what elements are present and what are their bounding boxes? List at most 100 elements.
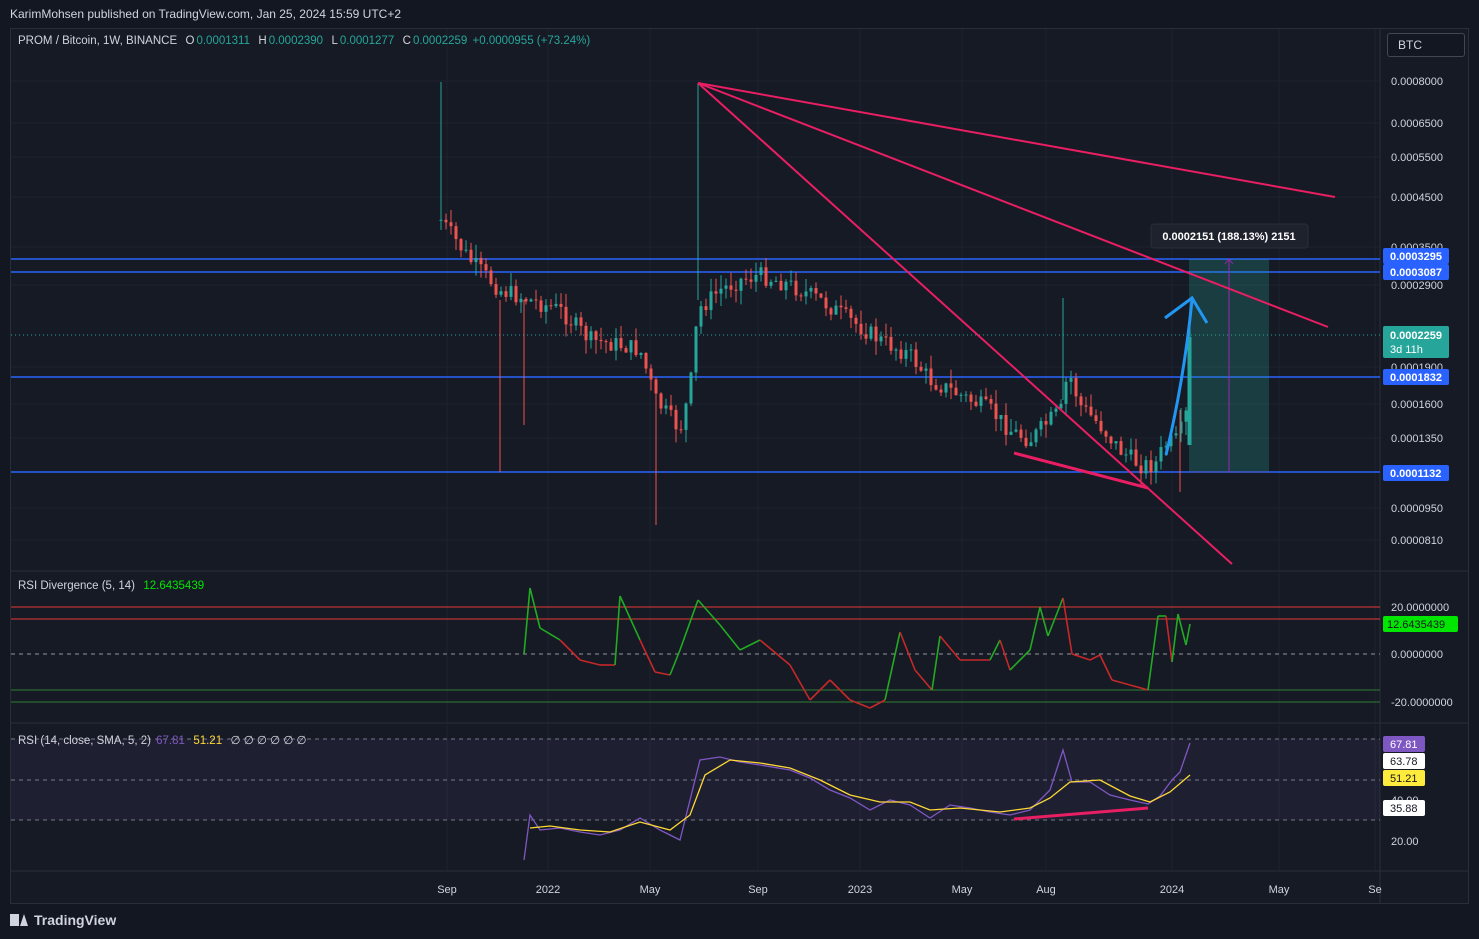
chart-frame[interactable] xyxy=(10,28,1469,904)
rsi-divergence-line[interactable] xyxy=(523,587,1191,709)
candle-body xyxy=(749,279,753,282)
rsi-divergence-segment xyxy=(1111,679,1131,686)
candle-body xyxy=(589,331,593,341)
candle-body xyxy=(1069,378,1073,382)
rsi-legend[interactable]: RSI (14, close, SMA, 5, 2) 67.81 51.21 ∅… xyxy=(18,733,309,747)
candle-body xyxy=(984,396,988,400)
current-price-badge xyxy=(1383,326,1449,358)
rsi-badge-text: 63.78 xyxy=(1390,756,1418,768)
rsi-divergence-segment xyxy=(523,587,531,655)
rsi-divergence-segment xyxy=(989,639,1001,661)
trendline-upper[interactable] xyxy=(697,82,1336,198)
candle-body xyxy=(579,317,583,326)
candle-body xyxy=(819,293,823,298)
rsi-badge-text: 35.88 xyxy=(1390,803,1418,815)
symbol-label[interactable]: PROM / Bitcoin, 1W, BINANCE xyxy=(18,35,178,47)
rsi-divergence-segment xyxy=(1185,623,1191,646)
time-tick: Sep xyxy=(748,884,768,896)
rsi-divergence-segment xyxy=(1147,615,1159,691)
candle-body xyxy=(609,342,613,351)
candle-body xyxy=(569,324,573,326)
candle-body xyxy=(634,340,638,355)
rsi-divergence-segment xyxy=(1071,653,1091,661)
candle-body xyxy=(1164,446,1168,448)
candle-body xyxy=(529,299,533,302)
candle-body xyxy=(884,336,888,338)
price-badges: 0.0003295 0.0003087 0.0001832 0.0001132 xyxy=(1383,248,1449,481)
rsi-divergence-legend[interactable]: RSI Divergence (5, 14) 12.6435439 xyxy=(18,580,206,592)
published-info: KarimMohsen published on TradingView.com… xyxy=(10,7,402,21)
rsi-divergence-segment xyxy=(579,659,601,666)
trendline-lower[interactable] xyxy=(697,82,1233,565)
candle-body xyxy=(1064,381,1068,404)
rsi-divergence-segment xyxy=(619,595,641,641)
trendline-middle[interactable] xyxy=(697,82,1329,328)
candle-body xyxy=(664,405,668,409)
candle-body xyxy=(909,349,913,351)
rsi-div-axis: 20.0000000 0.0000000 -20.0000000 xyxy=(1391,602,1453,709)
candle-body xyxy=(494,284,498,295)
candle-body xyxy=(1049,411,1053,425)
candle-body xyxy=(639,353,643,355)
projection-arrowhead xyxy=(1164,295,1209,324)
candle-body xyxy=(684,403,688,430)
candlestick-series[interactable] xyxy=(439,82,1192,525)
candle-body xyxy=(839,305,843,308)
candle-body xyxy=(1089,406,1093,416)
level-badge-text: 0.0003295 xyxy=(1390,251,1442,263)
time-tick: May xyxy=(952,884,973,896)
candle-body xyxy=(769,281,773,286)
time-tick: Se xyxy=(1368,884,1381,896)
candle-body xyxy=(734,289,738,291)
measure-arrowhead xyxy=(1224,258,1234,265)
candle-body xyxy=(744,278,748,280)
candle-body xyxy=(479,257,483,265)
candle-body xyxy=(564,306,568,325)
candle-body xyxy=(549,305,553,307)
candle-body xyxy=(714,291,718,294)
candle-body xyxy=(794,280,798,296)
open-value: 0.0001311 xyxy=(196,35,250,47)
rsi-title[interactable]: RSI (14, close, SMA, 5, 2) xyxy=(18,735,151,747)
time-tick: 2023 xyxy=(848,884,872,896)
candle-body xyxy=(1044,421,1048,425)
currency-button[interactable]: BTC xyxy=(1387,33,1465,57)
rsi-divergence-segment xyxy=(1062,597,1073,655)
candle-body xyxy=(1034,429,1038,443)
candle-body xyxy=(644,353,648,369)
candle-body xyxy=(509,286,513,297)
candle-body xyxy=(1054,408,1058,412)
projection-arrow[interactable] xyxy=(1164,299,1194,456)
candle-body xyxy=(809,288,813,292)
tradingview-logo[interactable]: TradingView xyxy=(10,912,116,928)
divergence-line-price[interactable] xyxy=(1013,451,1149,490)
rsi-sma-value: 51.21 xyxy=(193,735,223,747)
candle-body xyxy=(619,338,623,349)
candle-body xyxy=(859,323,863,335)
candle-body xyxy=(679,429,683,431)
rsi-div-tick: 0.0000000 xyxy=(1391,649,1443,661)
rsi-div-tick: -20.0000000 xyxy=(1391,697,1453,709)
time-axis[interactable]: Sep 2022 May Sep 2023 May Aug 2024 May Se xyxy=(437,884,1382,896)
rsi-divergence-title[interactable]: RSI Divergence (5, 14) xyxy=(18,580,135,592)
rsi-lines[interactable] xyxy=(523,742,1191,861)
level-badge-text: 0.0001832 xyxy=(1390,372,1442,384)
candle-body xyxy=(1154,461,1158,473)
tradingview-logo-icon xyxy=(10,914,28,926)
rsi-divergence-segment xyxy=(539,627,561,641)
main-legend[interactable]: PROM / Bitcoin, 1W, BINANCE O 0.0001311 H… xyxy=(18,35,591,47)
level-badge xyxy=(1383,465,1449,481)
candle-body xyxy=(514,286,518,303)
candle-body xyxy=(1094,415,1098,421)
candle-body xyxy=(649,368,653,380)
candle-body xyxy=(914,349,918,367)
rsi-divergence-segment xyxy=(1047,597,1064,637)
candle-body xyxy=(874,326,878,342)
candle-body xyxy=(614,338,618,351)
candle-body xyxy=(1099,420,1103,432)
candle-body xyxy=(1124,454,1128,456)
divergence-line-rsi[interactable] xyxy=(1013,806,1149,821)
candle-body xyxy=(1179,421,1183,434)
candle-body xyxy=(789,280,793,282)
